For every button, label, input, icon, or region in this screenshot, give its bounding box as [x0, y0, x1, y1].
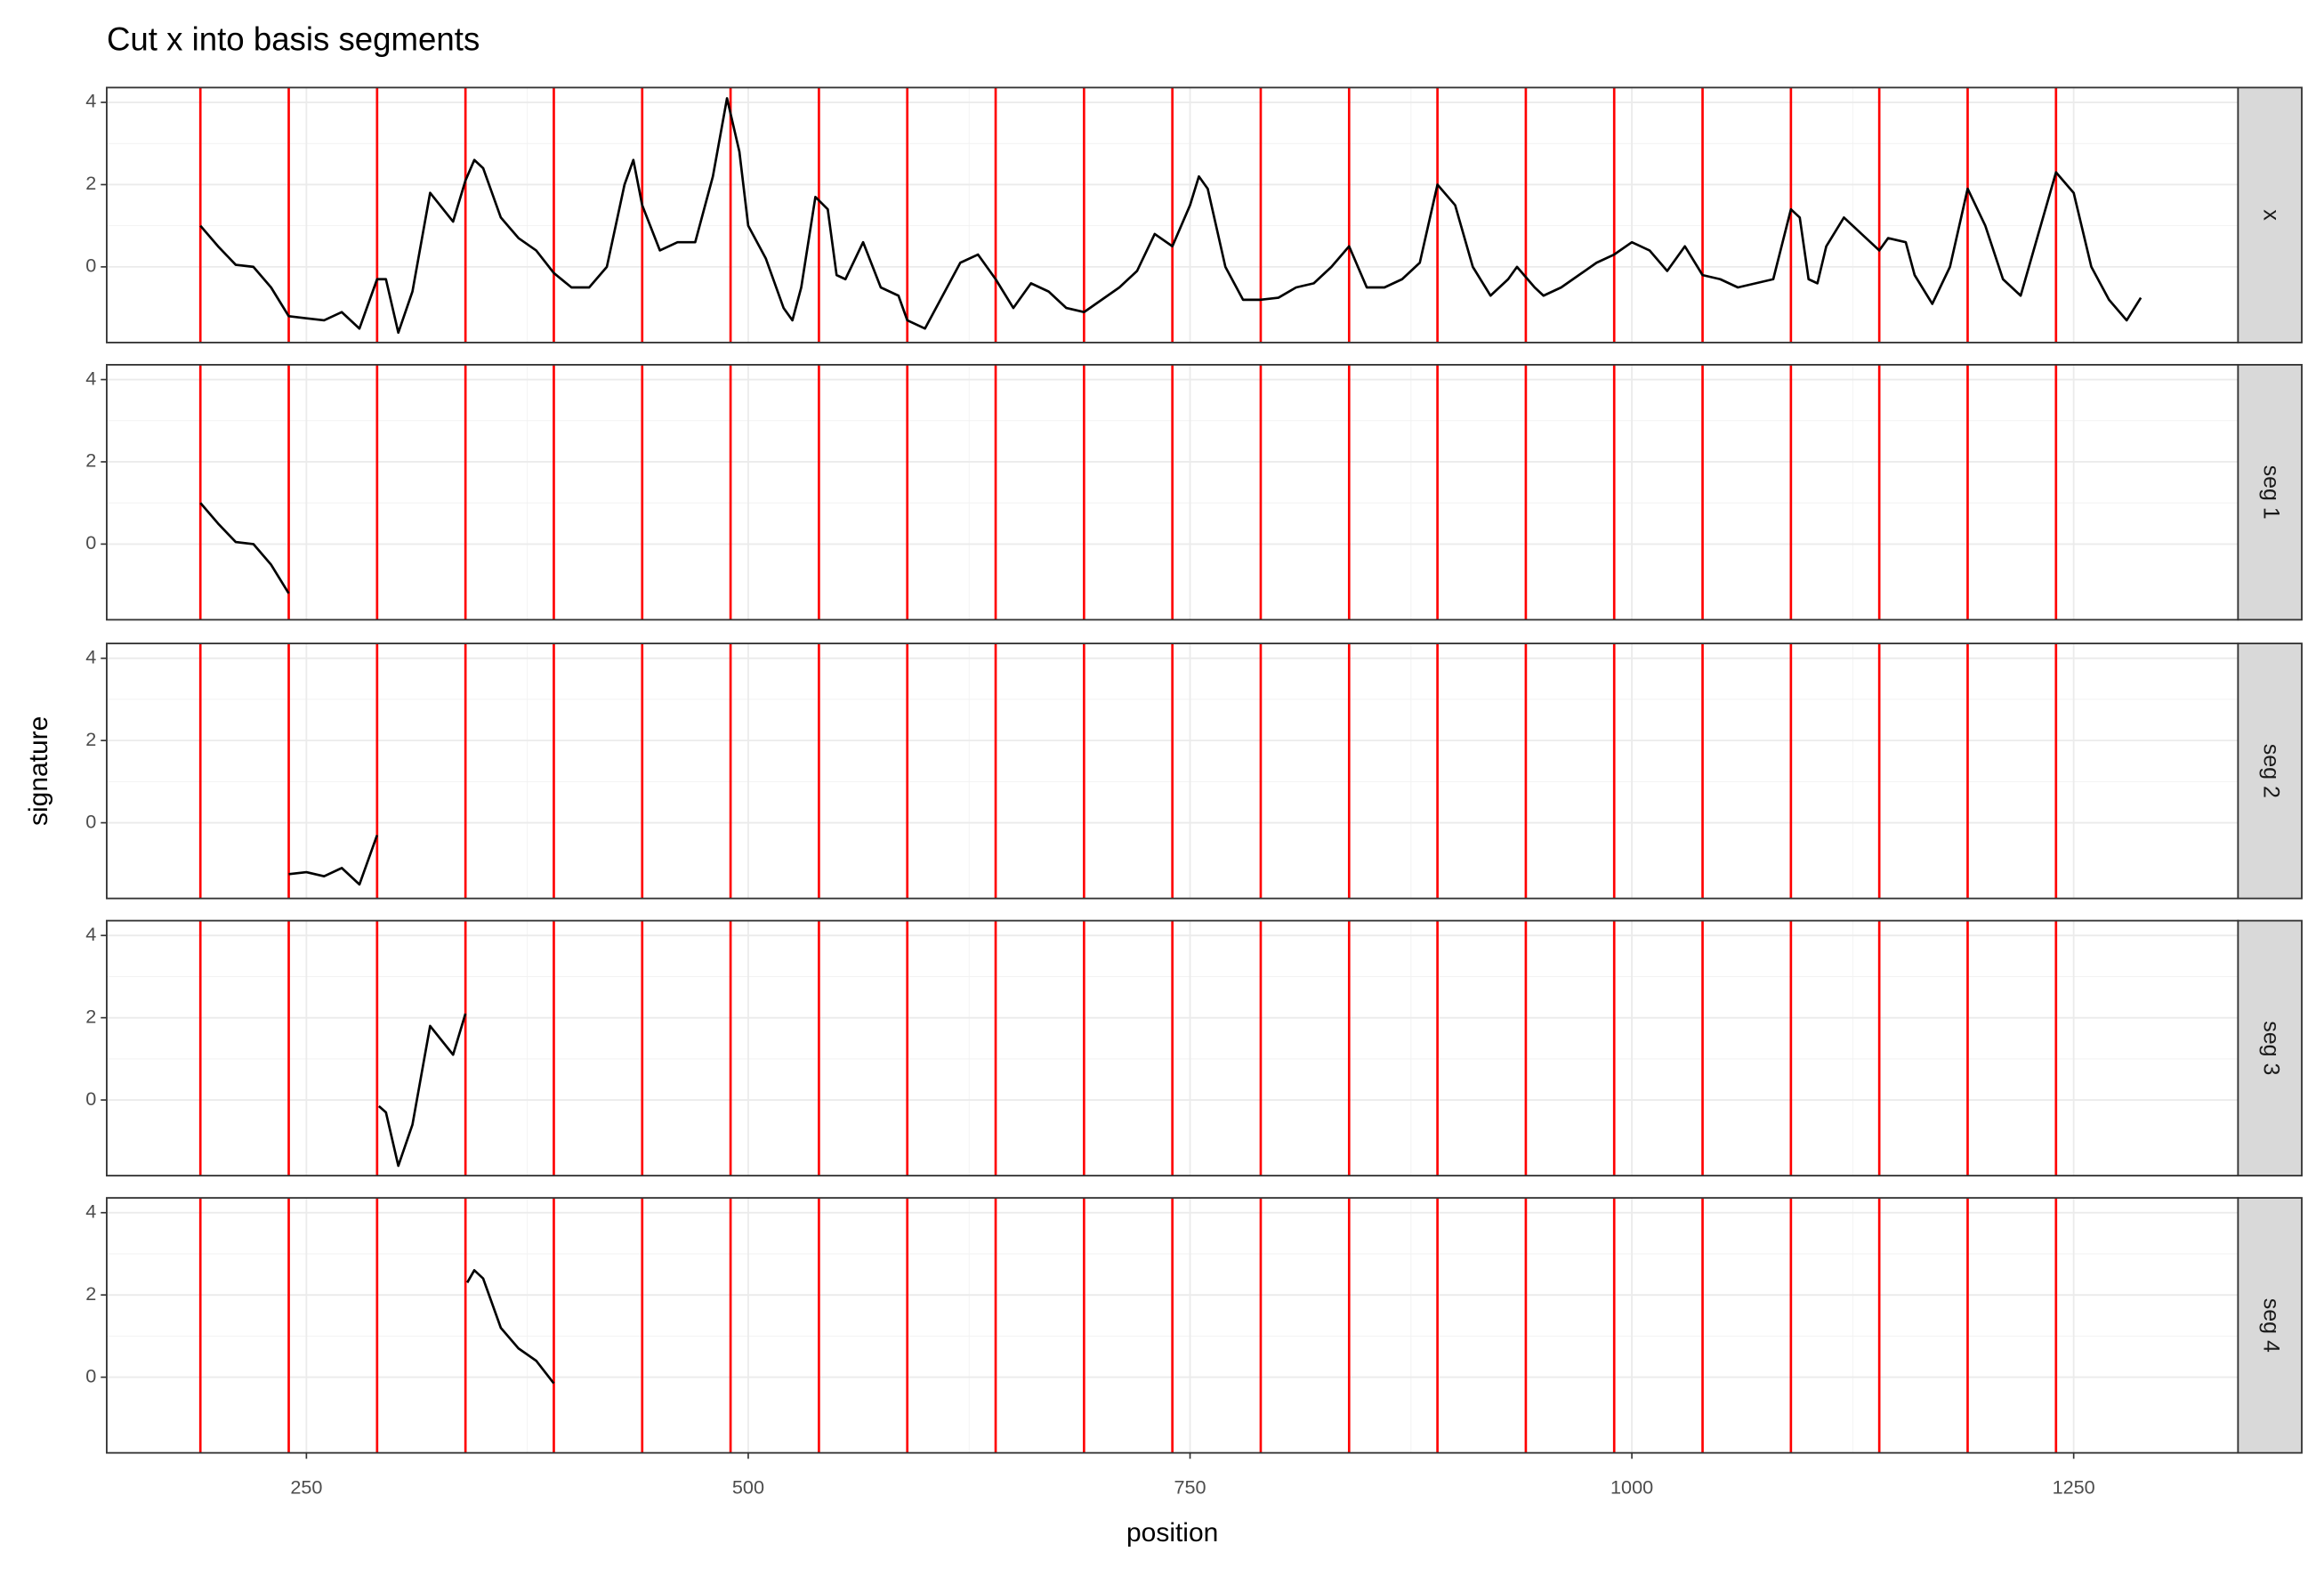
- y-tick-label: 4: [85, 923, 96, 945]
- strip-label: seg 2: [2259, 744, 2284, 798]
- y-tick-label: 0: [85, 255, 96, 277]
- x-tick-label: 750: [1174, 1475, 1206, 1498]
- y-tick-label: 2: [85, 172, 96, 194]
- y-tick-label: 0: [85, 810, 96, 832]
- y-tick-label: 2: [85, 1005, 96, 1027]
- y-tick-label: 2: [85, 449, 96, 472]
- y-axis-title: signature: [24, 716, 53, 826]
- strip-label: seg 1: [2259, 465, 2284, 520]
- y-tick-label: 0: [85, 531, 96, 554]
- strip-label: seg 4: [2259, 1298, 2284, 1353]
- y-tick-label: 4: [85, 367, 96, 389]
- strip: [2237, 363, 2303, 621]
- line: [199, 502, 290, 594]
- line: [199, 97, 2142, 335]
- strip: [2237, 919, 2303, 1177]
- strip: [2237, 1197, 2303, 1454]
- y-tick-label: 4: [85, 90, 96, 112]
- x-axis-title: position: [1126, 1518, 1218, 1548]
- y-tick-label: 4: [85, 1200, 96, 1222]
- chart-title: Cut x into basis segments: [107, 20, 480, 57]
- x-tick-label: 250: [290, 1475, 322, 1498]
- strip-label: x: [2259, 209, 2284, 221]
- strip: [2237, 86, 2303, 343]
- x-tick-label: 1000: [1610, 1475, 1653, 1498]
- strip-label: seg 3: [2259, 1021, 2284, 1075]
- y-tick-label: 2: [85, 728, 96, 750]
- line: [465, 1269, 555, 1385]
- y-tick-label: 4: [85, 645, 96, 667]
- x-tick-label: 1250: [2053, 1475, 2095, 1498]
- y-tick-label: 0: [85, 1087, 96, 1110]
- strip: [2237, 643, 2303, 900]
- y-tick-label: 0: [85, 1364, 96, 1386]
- y-tick-label: 2: [85, 1282, 96, 1305]
- x-tick-label: 500: [732, 1475, 764, 1498]
- line: [377, 1013, 467, 1168]
- line: [288, 834, 379, 886]
